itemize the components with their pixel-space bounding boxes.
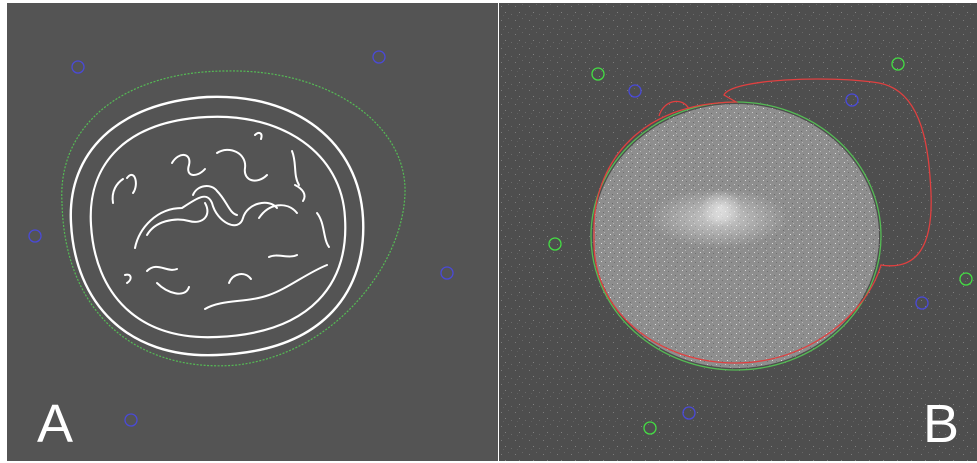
blue-markers-b [628, 84, 929, 420]
panel-b-label: B [922, 394, 959, 454]
panel-a-label: A [37, 394, 74, 454]
green-marker [591, 67, 605, 81]
inner-edge-ring [89, 115, 347, 339]
blue-marker [440, 266, 454, 280]
blue-marker [124, 413, 138, 427]
blue-marker [28, 229, 42, 243]
blue-marker [845, 93, 859, 107]
green-marker [548, 237, 562, 251]
blue-marker [628, 84, 642, 98]
inner-fold-edges [111, 131, 330, 310]
green-marker [643, 421, 657, 435]
panel-b: B [499, 3, 977, 461]
green-contour-a [61, 70, 406, 367]
blue-marker [915, 296, 929, 310]
panel-a: A [7, 3, 498, 461]
blue-marker [682, 406, 696, 420]
outer-edge-ring [69, 95, 365, 357]
blue-marker [372, 50, 386, 64]
green-marker [891, 57, 905, 71]
green-marker [959, 272, 973, 286]
panel-b-drawing [499, 3, 977, 461]
blue-markers-a [28, 50, 454, 427]
panel-a-drawing [28, 50, 454, 427]
green-markers-b [548, 57, 973, 435]
disk-center-highlight [699, 190, 743, 226]
blue-marker [71, 60, 85, 74]
red-contour-b [593, 78, 932, 364]
